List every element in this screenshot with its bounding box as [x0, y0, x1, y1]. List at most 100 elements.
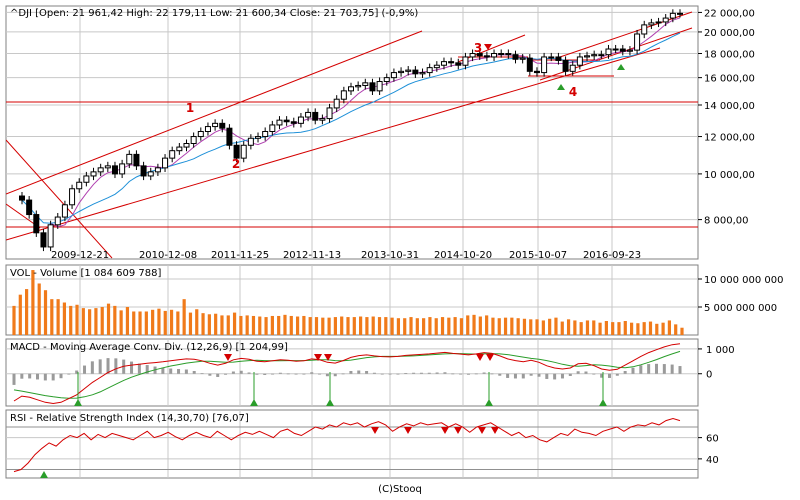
volume-bar — [623, 321, 627, 335]
macd-histogram-bar — [592, 373, 596, 375]
volume-bar — [503, 317, 508, 335]
macd-histogram-bar — [302, 373, 306, 375]
volume-bar — [245, 315, 249, 335]
volume-bar — [239, 315, 243, 335]
price-ytick-label: 14 000,00 — [704, 101, 755, 112]
price-candle — [383, 73, 390, 86]
volume-bar — [12, 305, 16, 335]
price-candle — [669, 9, 676, 23]
macd-histogram-bar — [451, 373, 455, 375]
price-candle — [483, 51, 490, 62]
price-candle — [104, 161, 111, 172]
price-candle — [233, 141, 240, 163]
volume-bar — [548, 318, 552, 335]
rsi-sell-marker — [491, 427, 499, 434]
price-candle — [405, 66, 412, 76]
trend-channel-upper-1 — [6, 30, 423, 195]
volume-bar — [680, 327, 684, 335]
macd-histogram-bar — [169, 368, 173, 374]
macd-histogram-bar — [278, 372, 282, 374]
price-candle — [83, 171, 90, 187]
volume-bar — [340, 316, 344, 335]
volume-bar — [365, 317, 369, 335]
rsi-sell-marker — [454, 427, 462, 434]
price-candle — [369, 78, 376, 95]
volume-bar — [529, 319, 533, 335]
volume-bar — [144, 311, 148, 335]
macd-histogram-bar — [553, 373, 557, 380]
volume-bar — [655, 323, 659, 335]
rsi-sell-marker — [478, 427, 486, 434]
volume-bar — [390, 317, 394, 335]
macd-histogram-bar — [333, 373, 337, 377]
price-candle — [562, 56, 569, 76]
price-candle — [326, 103, 333, 123]
price-candle — [19, 191, 25, 205]
macd-histogram-bar — [28, 373, 32, 379]
trend-channel-upper-3 — [559, 11, 693, 58]
price-xtick-label: 2014-10-20 — [434, 250, 492, 261]
macd-histogram-bar — [513, 373, 517, 379]
price-candle — [183, 139, 190, 152]
price-candle — [219, 119, 226, 133]
macd-histogram-bar — [310, 372, 314, 374]
macd-histogram-bar — [59, 373, 63, 379]
volume-bar — [220, 315, 224, 335]
macd-histogram-bar — [466, 373, 470, 375]
price-candle — [555, 52, 562, 65]
macd-histogram-bar — [670, 364, 674, 374]
volume-bar — [478, 316, 482, 335]
rsi-title: RSI - Relative Strength Index (14,30,70)… — [10, 413, 249, 424]
volume-bar — [25, 289, 29, 335]
macd-sell-marker — [486, 354, 494, 361]
macd-histogram-bar — [576, 371, 580, 374]
volume-bar — [169, 309, 174, 335]
macd-histogram-bar — [372, 372, 376, 374]
price-candle — [61, 200, 68, 222]
price-candle — [333, 95, 340, 113]
volume-bar — [295, 316, 300, 335]
volume-bar — [138, 311, 142, 335]
volume-bar — [440, 317, 445, 335]
price-candle — [33, 210, 40, 237]
macd-histogram-bar — [294, 373, 298, 375]
volume-ytick-label: 5 000 000 000 — [704, 303, 777, 314]
macd-histogram-bar — [482, 372, 486, 374]
price-candle — [169, 146, 176, 163]
macd-histogram-bar — [654, 363, 658, 374]
macd-histogram-bar — [137, 363, 141, 374]
volume-bar — [573, 320, 577, 335]
macd-histogram-bar — [349, 371, 353, 374]
price-candle — [440, 57, 447, 70]
macd-histogram-bar — [615, 373, 619, 376]
price-candle — [69, 184, 76, 209]
volume-bar — [37, 283, 41, 335]
volume-bar — [636, 323, 640, 335]
price-candle — [126, 150, 133, 169]
macd-histogram-bar — [380, 373, 384, 375]
volume-bar — [31, 270, 35, 335]
price-candle — [619, 44, 626, 56]
macd-histogram-bar — [200, 373, 204, 375]
price-candle — [111, 161, 118, 179]
macd-histogram-bar — [224, 373, 228, 375]
price-candle — [119, 159, 126, 179]
macd-histogram-bar — [145, 365, 149, 374]
macd-histogram-bar — [521, 373, 525, 379]
trend-channel-lower-1 — [6, 47, 661, 241]
macd-histogram-bar — [271, 373, 275, 375]
price-candle — [269, 120, 276, 136]
price-candle — [648, 18, 655, 30]
volume-bar — [201, 313, 205, 335]
price-candle — [498, 49, 505, 58]
macd-histogram-bar — [208, 373, 212, 376]
macd-histogram-bar — [388, 373, 392, 375]
price-candle — [204, 122, 211, 136]
volume-bar — [453, 317, 457, 335]
volume-bar — [232, 312, 237, 335]
source-credit: (C)Stooq — [378, 484, 422, 495]
price-xtick-label: 2016-09-23 — [583, 250, 641, 261]
macd-ytick-label: 0 — [706, 370, 712, 381]
volume-bar — [18, 294, 22, 335]
macd-histogram-bar — [20, 373, 24, 379]
